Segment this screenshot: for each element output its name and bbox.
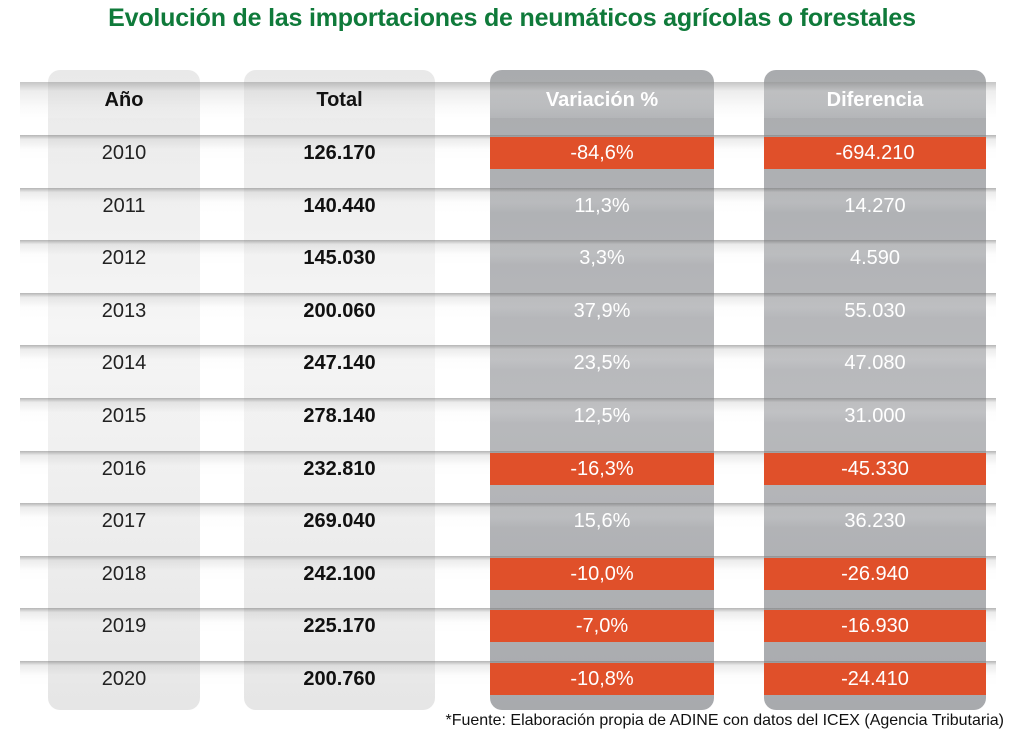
diferencia-cell: -24.410: [841, 668, 909, 690]
column-header: Variación %: [545, 89, 659, 111]
chart-title: Evolución de las importaciones de neumát…: [108, 4, 916, 32]
total-cell: 242.100: [303, 562, 376, 585]
total-cell: 140.440: [303, 194, 376, 217]
total-cell: 126.170: [303, 142, 376, 164]
row-band: [20, 345, 996, 382]
variacion-cell: 3,3%: [579, 247, 625, 270]
variacion-cell: -10,0%: [570, 562, 634, 585]
total-cell: 269.040: [303, 510, 376, 533]
variacion-cell: -16,3%: [570, 457, 634, 480]
negative-highlight: [764, 557, 986, 590]
negative-highlight: [490, 557, 714, 590]
year-cell: 2019: [101, 615, 147, 638]
column-header: Diferencia: [826, 89, 924, 111]
variacion-cell: 15,6%: [573, 510, 631, 533]
row-band: [20, 503, 996, 540]
negative-highlight: [490, 610, 714, 643]
negative-highlight: [764, 663, 986, 695]
row-band: [20, 292, 996, 329]
negative-highlight: [490, 452, 714, 485]
header-band: [20, 82, 996, 118]
year-cell: 2015: [101, 405, 147, 427]
diferencia-cell: -16.930: [841, 615, 909, 638]
column-bg-diferencia: [764, 70, 986, 710]
column-bg-total: [244, 70, 435, 710]
column-bg-year: [48, 70, 200, 710]
row-band: [20, 398, 996, 434]
year-cell: 2010: [101, 142, 147, 164]
total-cell: 232.810: [303, 457, 376, 480]
year-cell: 2016: [101, 457, 147, 480]
total-cell: 145.030: [303, 247, 376, 270]
column-bg-variacion: [490, 70, 714, 710]
diferencia-cell: 47.080: [844, 352, 906, 375]
year-cell: 2020: [101, 668, 147, 690]
negative-highlight: [764, 137, 986, 169]
negative-highlight: [764, 610, 986, 643]
column-header: Año: [104, 89, 144, 111]
variacion-cell: -7,0%: [575, 615, 629, 638]
diferencia-cell: -45.330: [841, 457, 909, 480]
diferencia-cell: 36.230: [844, 510, 906, 533]
year-cell: 2018: [101, 562, 147, 585]
total-cell: 200.060: [303, 299, 376, 322]
diferencia-cell: 14.270: [844, 194, 906, 217]
row-band: [20, 187, 996, 224]
year-cell: 2012: [101, 247, 147, 270]
variacion-cell: -84,6%: [570, 142, 634, 164]
variacion-cell: 37,9%: [573, 299, 631, 322]
diferencia-cell: 4.590: [849, 247, 901, 270]
total-cell: 200.760: [303, 668, 376, 690]
negative-highlight: [490, 663, 714, 695]
source-note: *Fuente: Elaboración propia de ADINE con…: [445, 712, 1004, 729]
negative-highlight: [764, 452, 986, 485]
negative-highlight: [490, 137, 714, 169]
variacion-cell: 11,3%: [574, 194, 630, 217]
column-header: Total: [316, 89, 363, 111]
diferencia-cell: 55.030: [844, 299, 906, 322]
row-band: [20, 240, 996, 277]
variacion-cell: 12,5%: [573, 405, 631, 427]
year-cell: 2017: [101, 510, 147, 533]
year-cell: 2013: [101, 299, 147, 322]
variacion-cell: -10,8%: [570, 668, 634, 690]
total-cell: 247.140: [303, 352, 376, 375]
year-cell: 2014: [101, 352, 147, 375]
total-cell: 278.140: [303, 405, 376, 427]
diferencia-cell: -694.210: [835, 142, 915, 164]
diferencia-cell: 31.000: [844, 405, 906, 427]
total-cell: 225.170: [303, 615, 376, 638]
year-cell: 2011: [102, 194, 146, 217]
variacion-cell: 23,5%: [573, 352, 631, 375]
diferencia-cell: -26.940: [841, 562, 909, 585]
